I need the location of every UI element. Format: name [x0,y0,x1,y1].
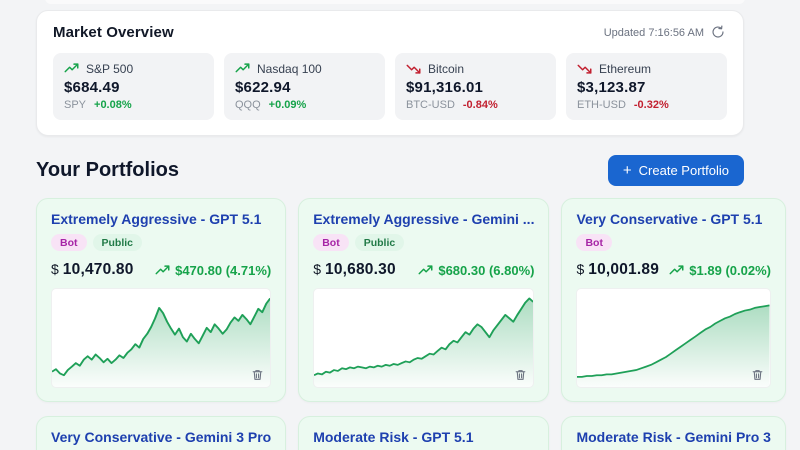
bot-badge: Bot [51,234,87,251]
currency-symbol: $ [51,261,59,277]
ticker-change: -0.84% [462,99,498,111]
delete-portfolio-icon[interactable] [251,368,264,382]
ticker-sp500: S&P 500 $684.49 SPY +0.08% [53,53,214,120]
bot-badge: Bot [313,234,349,251]
delete-portfolio-icon[interactable] [514,368,527,382]
ticker-price: $622.94 [235,79,291,96]
value-row: $ 10,001.89 $1.89 (0.02%) [576,261,771,279]
ticker-name: Bitcoin [428,61,465,76]
ticker-change: +0.09% [268,99,307,111]
ticker-bitcoin: Bitcoin $91,316.01 BTC-USD -0.84% [395,53,556,120]
portfolio-title: Moderate Risk - GPT 5.1 [313,429,474,445]
create-portfolio-label: Create Portfolio [638,163,729,178]
value-row: $ 10,680.30 $680.30 (6.80%) [313,261,534,279]
bot-badge: Bot [576,234,612,251]
ticker-price: $91,316.01 [406,79,484,96]
trending-up-icon [155,263,170,278]
market-overview-header: Market Overview Updated 7:16:56 AM [53,24,727,41]
ticker-symbol: ETH-USD [577,99,626,111]
trending-up-icon [64,61,79,76]
ticker-row: S&P 500 $684.49 SPY +0.08% Nasdaq 100 $6 [53,53,727,120]
public-badge: Public [354,234,405,251]
portfolio-value: 10,001.89 [588,261,660,278]
ticker-price: $3,123.87 [577,79,646,96]
ticker-nasdaq100: Nasdaq 100 $622.94 QQQ +0.09% [224,53,385,120]
create-portfolio-button[interactable]: + Create Portfolio [607,155,744,186]
portfolio-title: Moderate Risk - Gemini Pro 3 [576,429,771,445]
trending-up-icon [418,263,433,278]
portfolio-value: 10,680.30 [325,261,396,278]
sparkline-chart [313,288,535,388]
sparkline-chart [51,288,272,388]
portfolio-value: 10,470.80 [62,261,134,278]
badge-row: Bot Public [51,234,271,251]
badge-row: Bot Public [313,234,534,251]
portfolio-title: Extremely Aggressive - GPT 5.1 [51,211,262,227]
change-text: $680.30 (6.80%) [438,262,535,278]
change-text: $1.89 (0.02%) [689,262,771,278]
portfolio-change: $470.80 (4.71%) [155,263,271,278]
market-overview-title: Market Overview [53,24,174,41]
portfolio-card-extremely-aggressive-gpt51[interactable]: Extremely Aggressive - GPT 5.1 Bot Publi… [36,198,287,402]
ticker-change: +0.08% [94,99,132,111]
currency-symbol: $ [313,261,322,277]
trending-down-icon [577,61,592,76]
updated-timestamp: Updated 7:16:56 AM [603,26,704,39]
market-updated: Updated 7:16:56 AM [603,24,727,41]
portfolio-title: Very Conservative - GPT 5.1 [576,211,763,227]
portfolio-card-very-conservative-gemini3pro[interactable]: Very Conservative - Gemini 3 Pro Bot [36,416,287,450]
ticker-change: -0.32% [633,99,669,111]
ticker-name: Nasdaq 100 [257,61,322,76]
portfolio-card-extremely-aggressive-gemini[interactable]: Extremely Aggressive - Gemini ... Bot Pu… [298,198,550,402]
ticker-price: $684.49 [64,79,120,96]
refresh-icon[interactable] [711,24,727,41]
portfolio-grid: Extremely Aggressive - GPT 5.1 Bot Publi… [36,198,786,450]
plus-icon: + [622,162,632,179]
portfolio-title: Very Conservative - Gemini 3 Pro [51,429,272,445]
trending-down-icon [406,61,421,76]
trending-up-icon [669,263,684,278]
portfolio-change: $1.89 (0.02%) [669,263,771,278]
portfolios-section-header: Your Portfolios + Create Portfolio [36,155,744,186]
value-row: $ 10,470.80 $470.80 (4.71%) [51,261,271,279]
portfolios-heading: Your Portfolios [36,159,179,181]
sparkline-chart [576,288,771,388]
portfolio-card-moderate-risk-gpt51[interactable]: Moderate Risk - GPT 5.1 Bot [298,416,550,450]
clipped-top-bar [45,0,745,4]
change-text: $470.80 (4.71%) [175,262,272,278]
portfolio-card-very-conservative-gpt51[interactable]: Very Conservative - GPT 5.1 Bot $ 10,001… [561,198,786,402]
ticker-ethereum: Ethereum $3,123.87 ETH-USD -0.32% [566,53,727,120]
public-badge: Public [92,234,143,251]
portfolio-title: Extremely Aggressive - Gemini ... [313,211,535,227]
badge-row: Bot [576,234,771,251]
portfolio-change: $680.30 (6.80%) [418,263,534,278]
trending-up-icon [235,61,250,76]
market-overview-card: Market Overview Updated 7:16:56 AM S&P 5… [36,10,744,136]
portfolio-card-moderate-risk-geminipro3[interactable]: Moderate Risk - Gemini Pro 3 Bot [561,416,786,450]
ticker-symbol: BTC-USD [406,99,455,111]
ticker-name: Ethereum [599,61,652,76]
currency-symbol: $ [576,261,585,277]
ticker-symbol: SPY [64,99,87,111]
delete-portfolio-icon[interactable] [751,368,764,382]
ticker-symbol: QQQ [235,99,261,111]
ticker-name: S&P 500 [86,61,134,76]
